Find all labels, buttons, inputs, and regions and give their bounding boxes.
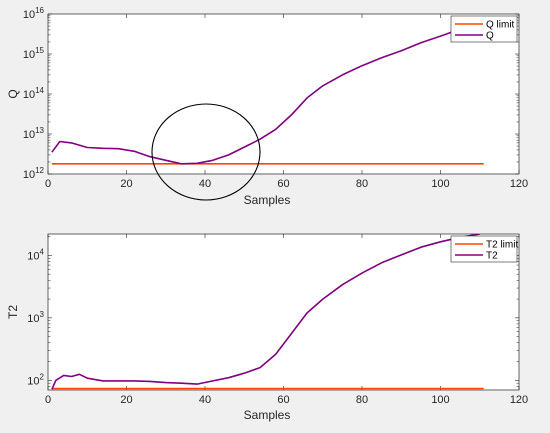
y-tick-exponent: 14 [35, 86, 44, 95]
x-axis-label: Samples [244, 408, 291, 422]
axes-box [47, 13, 520, 175]
y-tick-exponent: 13 [35, 126, 44, 135]
y-tick-label: 102 [27, 372, 44, 387]
y-tick-label: 1012 [23, 166, 45, 181]
legend-label: T2 [486, 251, 498, 262]
x-axis-label: Samples [244, 193, 291, 207]
x-tick-label: 100 [431, 394, 449, 406]
series-group [51, 19, 484, 165]
y-tick-base: 10 [27, 250, 39, 262]
x-tick-label: 20 [120, 394, 132, 406]
x-tick-label: 80 [356, 178, 368, 190]
y-tick-label: 1015 [23, 46, 45, 61]
y-axis-label: Q [6, 89, 20, 98]
series-line-value [51, 19, 481, 165]
series-line-value [51, 234, 480, 390]
plot-area [48, 14, 519, 174]
y-tick-label: 1013 [23, 126, 45, 141]
y-tick-label: 103 [27, 310, 44, 325]
x-tick-label: 120 [510, 394, 528, 406]
panel-1: 0 20 40 60 80 100 12010121013101410151016Sampl… [6, 6, 528, 207]
x-tick-label: 0 [45, 394, 51, 406]
y-tick-base: 10 [27, 375, 39, 387]
y-tick-base: 10 [23, 9, 35, 21]
y-tick-base: 10 [23, 129, 35, 141]
y-axis-label: T2 [6, 305, 20, 319]
legend-box [450, 15, 518, 43]
x-tick-label: 120 [510, 178, 528, 190]
y-tick-exponent: 16 [35, 6, 44, 15]
plot-area [48, 234, 519, 390]
y-tick-label: 1016 [23, 6, 45, 21]
series-group [51, 234, 484, 390]
y-tick-base: 10 [23, 49, 35, 61]
axes-box [47, 233, 520, 391]
y-tick-base: 10 [23, 169, 35, 181]
y-tick-label: 104 [27, 247, 44, 262]
x-tick-label: 0 [45, 178, 51, 190]
x-tick-label: 40 [199, 394, 211, 406]
y-tick-exponent: 4 [40, 247, 45, 256]
x-tick-label: 40 [199, 178, 211, 190]
y-tick-exponent: 2 [40, 372, 45, 381]
x-tick-label: 20 [120, 178, 132, 190]
annotation-circle [151, 103, 261, 201]
y-tick-exponent: 12 [35, 166, 44, 175]
y-tick-exponent: 3 [40, 310, 45, 319]
x-tick-label: 60 [277, 178, 289, 190]
legend-label: Q limit [486, 20, 515, 31]
x-tick-label: 60 [277, 394, 289, 406]
y-tick-base: 10 [23, 89, 35, 101]
x-tick-label: 80 [356, 394, 368, 406]
legend-label: Q [486, 31, 494, 42]
legend-label: T2 limit [486, 240, 518, 251]
legend-box [450, 235, 518, 263]
x-tick-label: 100 [431, 178, 449, 190]
y-tick-base: 10 [27, 313, 39, 325]
y-tick-exponent: 15 [35, 46, 44, 55]
y-tick-label: 1014 [23, 86, 45, 101]
